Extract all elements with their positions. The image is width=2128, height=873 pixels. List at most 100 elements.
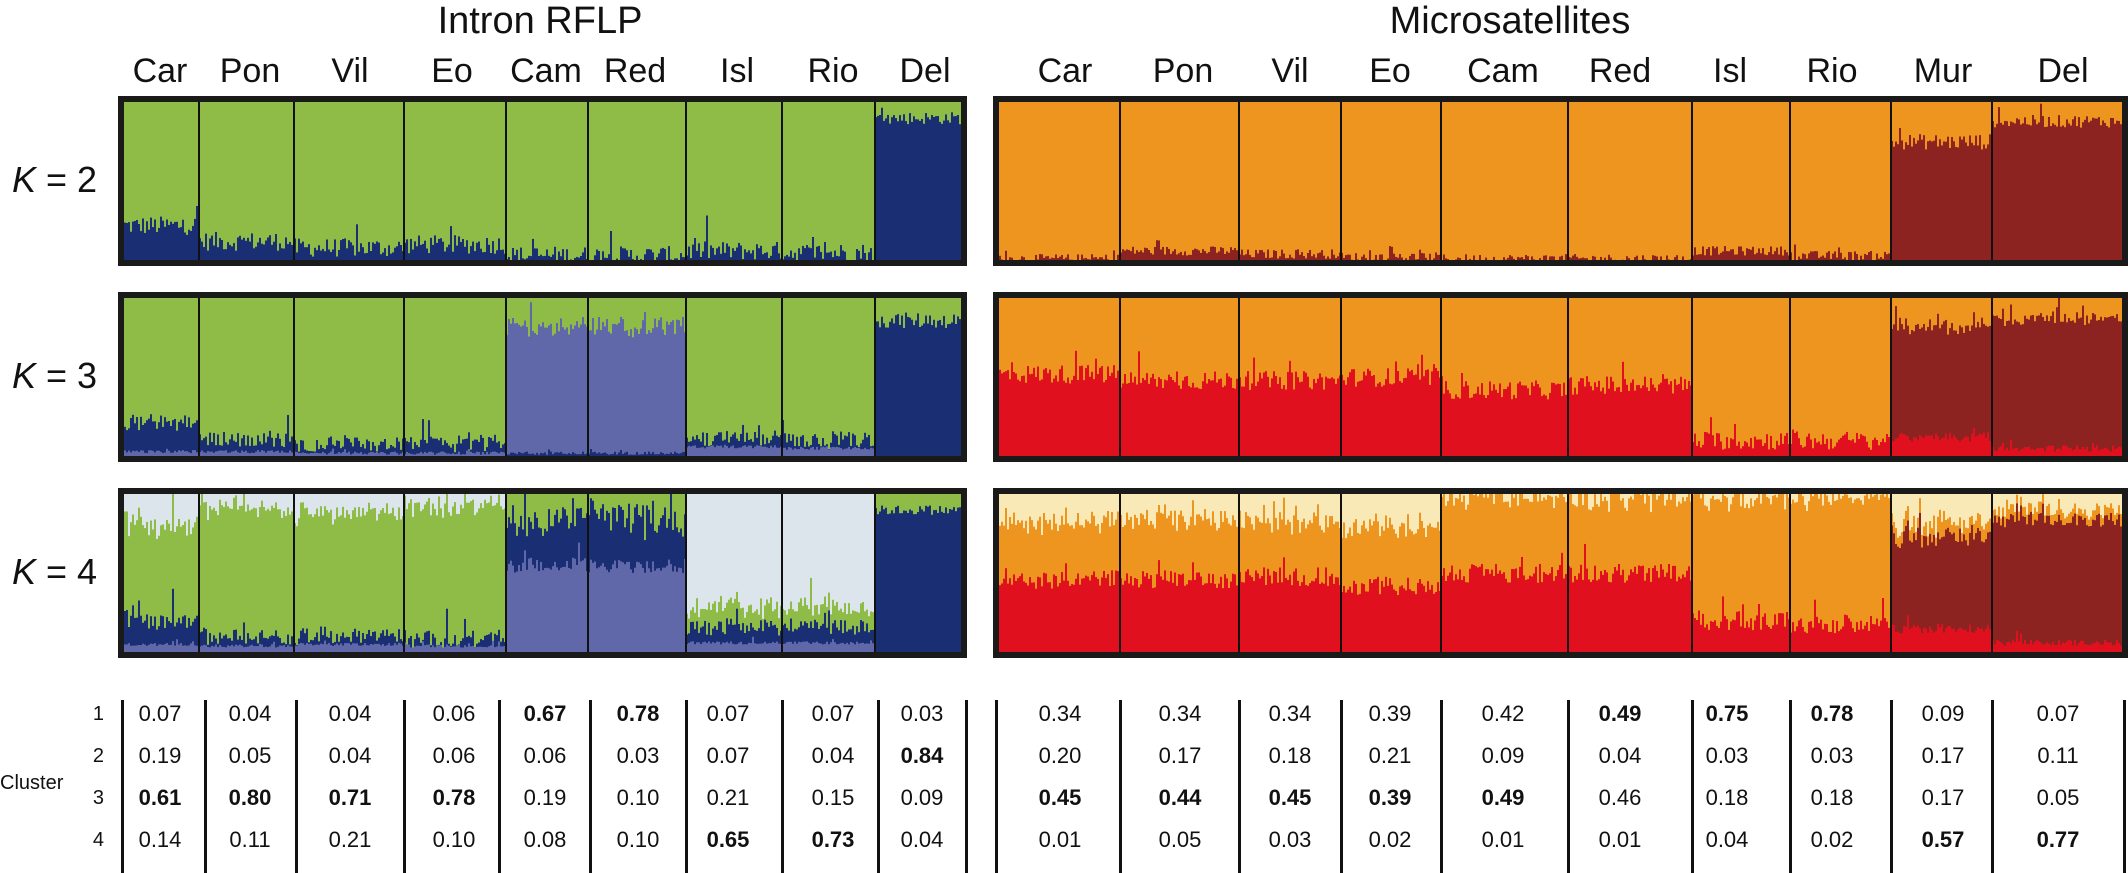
microsatellite-population-label: Cam bbox=[1467, 52, 1539, 90]
membership-value: 0.07 bbox=[2036, 701, 2080, 726]
population-block bbox=[294, 298, 405, 456]
population-block bbox=[588, 102, 687, 260]
membership-value: 0.05 bbox=[1158, 827, 1202, 852]
membership-value: 0.39 bbox=[1368, 701, 1412, 726]
membership-value: 0.07 bbox=[811, 701, 855, 726]
membership-value: 0.34 bbox=[1158, 701, 1202, 726]
membership-value: 0.78 bbox=[432, 785, 476, 810]
membership-value: 0.09 bbox=[900, 785, 944, 810]
membership-value: 0.03 bbox=[616, 743, 660, 768]
population-block bbox=[588, 494, 687, 652]
population-block bbox=[1441, 298, 1570, 456]
population-block bbox=[1341, 494, 1442, 652]
population-block bbox=[1239, 102, 1342, 260]
population-block bbox=[1992, 494, 2122, 652]
membership-value: 0.75 bbox=[1705, 701, 1749, 726]
population-block bbox=[1568, 102, 1693, 260]
membership-value: 0.65 bbox=[706, 827, 750, 852]
table-column-divider bbox=[403, 700, 406, 873]
population-block bbox=[124, 298, 201, 456]
cluster-label: Cluster bbox=[0, 772, 64, 794]
microsatellite-population-label: Eo bbox=[1369, 52, 1411, 90]
membership-value: 0.21 bbox=[328, 827, 372, 852]
membership-value: 0.09 bbox=[1921, 701, 1965, 726]
membership-value: 0.21 bbox=[706, 785, 750, 810]
population-block bbox=[1120, 102, 1241, 260]
k-value: = 2 bbox=[36, 159, 98, 200]
population-block bbox=[404, 102, 507, 260]
population-block bbox=[1891, 298, 1994, 456]
membership-value: 0.78 bbox=[616, 701, 660, 726]
membership-value: 0.11 bbox=[2037, 743, 2079, 768]
admixture-plot bbox=[999, 494, 2122, 652]
membership-value: 0.07 bbox=[706, 743, 750, 768]
table-column-divider bbox=[121, 700, 124, 873]
population-block bbox=[1692, 102, 1791, 260]
population-block bbox=[686, 298, 783, 456]
membership-value: 0.14 bbox=[138, 827, 182, 852]
membership-value: 0.78 bbox=[1810, 701, 1854, 726]
membership-value: 0.01 bbox=[1598, 827, 1642, 852]
population-block bbox=[1790, 494, 1893, 652]
population-block bbox=[506, 298, 589, 456]
k-label: K = 3 bbox=[12, 355, 98, 396]
cluster-row-id: 3 bbox=[92, 787, 104, 809]
population-block bbox=[686, 102, 783, 260]
membership-value: 0.03 bbox=[1810, 743, 1854, 768]
microsatellite-panel-k2 bbox=[993, 96, 2128, 266]
population-block bbox=[199, 298, 296, 456]
population-block bbox=[1790, 298, 1893, 456]
admixture-plot bbox=[999, 298, 2122, 456]
microsatellite-population-label: Isl bbox=[1713, 52, 1747, 90]
population-block bbox=[782, 298, 877, 456]
population-block bbox=[999, 494, 1122, 652]
k-label: K = 4 bbox=[12, 551, 98, 592]
membership-value: 0.61 bbox=[138, 785, 182, 810]
population-block bbox=[1441, 102, 1570, 260]
population-block bbox=[999, 102, 1122, 260]
population-block bbox=[199, 494, 296, 652]
intron-population-label: Vil bbox=[331, 52, 369, 90]
membership-value: 0.34 bbox=[1038, 701, 1082, 726]
population-block bbox=[294, 494, 405, 652]
population-block bbox=[588, 298, 687, 456]
population-block bbox=[1992, 298, 2122, 456]
population-block bbox=[1992, 102, 2122, 260]
population-block bbox=[782, 102, 877, 260]
population-block bbox=[782, 494, 877, 652]
membership-value: 0.18 bbox=[1268, 743, 1312, 768]
population-block bbox=[1568, 494, 1693, 652]
population-block bbox=[124, 494, 201, 652]
table-column-divider bbox=[1119, 700, 1122, 873]
intron-population-label: Eo bbox=[431, 52, 473, 90]
k-value: = 3 bbox=[36, 355, 98, 396]
population-block bbox=[506, 102, 589, 260]
population-block bbox=[294, 102, 405, 260]
intron-population-label: Pon bbox=[219, 52, 281, 90]
intron-population-label: Rio bbox=[807, 52, 859, 90]
membership-value: 0.46 bbox=[1598, 785, 1642, 810]
population-block bbox=[999, 298, 1122, 456]
table-column-divider bbox=[995, 700, 998, 873]
microsatellite-population-label: Mur bbox=[1913, 52, 1973, 90]
membership-value: 0.04 bbox=[228, 701, 272, 726]
table-column-divider bbox=[295, 700, 298, 873]
population-block bbox=[404, 494, 507, 652]
membership-value: 0.10 bbox=[432, 827, 476, 852]
microsatellite-population-label: Rio bbox=[1806, 52, 1858, 90]
membership-value: 0.19 bbox=[523, 785, 567, 810]
population-block bbox=[1568, 298, 1693, 456]
membership-value: 0.02 bbox=[1810, 827, 1854, 852]
admixture-plot bbox=[999, 102, 2122, 260]
table-column-divider bbox=[781, 700, 784, 873]
intron-population-label: Cam bbox=[510, 52, 582, 90]
population-block bbox=[686, 494, 783, 652]
table-column-divider bbox=[1238, 700, 1241, 873]
membership-value: 0.39 bbox=[1368, 785, 1412, 810]
k-value: = 4 bbox=[36, 551, 98, 592]
membership-value: 0.19 bbox=[138, 743, 182, 768]
population-block bbox=[506, 494, 589, 652]
population-block bbox=[404, 298, 507, 456]
membership-value: 0.21 bbox=[1368, 743, 1412, 768]
microsatellite-panel-k3 bbox=[993, 292, 2128, 462]
